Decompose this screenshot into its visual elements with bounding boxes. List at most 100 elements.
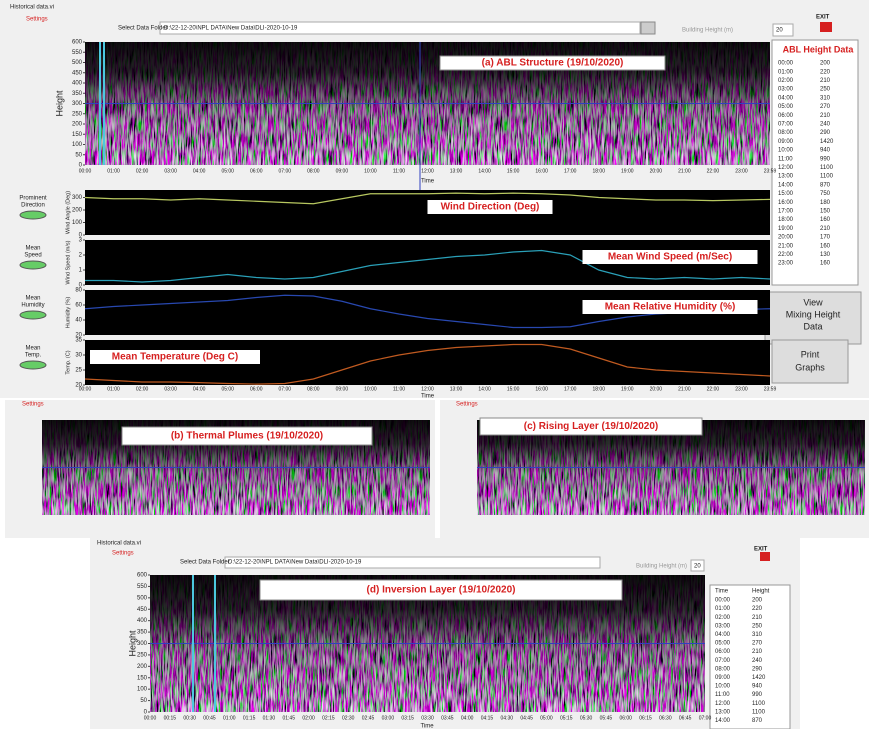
view-1[interactable]: View — [803, 297, 823, 307]
strip-ylabel: Wind Speed (m/s) — [65, 240, 71, 284]
table-height: 1420 — [752, 675, 766, 681]
table-height: 220 — [752, 606, 763, 612]
building-label: Building Height (m) — [682, 28, 733, 34]
x-tick-label: 05:30 — [580, 715, 593, 721]
x-tick-label: 00:00 — [144, 715, 157, 721]
screenshot: Historical data.vi Settings Select Data … — [0, 0, 869, 729]
y-tick-label: 80 — [75, 288, 82, 294]
y-tick-label: 500 — [137, 595, 148, 601]
toggle[interactable] — [20, 211, 46, 219]
exit[interactable]: EXIT — [816, 15, 830, 21]
y-tick-label: 300 — [72, 195, 83, 201]
x-tick-label: 18:00 — [592, 168, 605, 174]
x-tick-label: 23:00 — [735, 386, 748, 392]
x-tick-label: 02:00 — [136, 168, 149, 174]
exit-icon-d[interactable] — [760, 552, 770, 561]
table-height: 1100 — [752, 709, 766, 715]
page: Historical data.vi Settings Select Data … — [0, 0, 869, 729]
x-tick-label: 22:00 — [707, 386, 720, 392]
table-height: 270 — [820, 104, 831, 110]
table-height: 290 — [820, 130, 831, 136]
table-time: 16:00 — [778, 200, 794, 206]
x-tick-label: 12:00 — [421, 386, 434, 392]
y-tick-label: 50 — [75, 152, 82, 158]
x-tick-label: 00:15 — [164, 715, 177, 721]
print-2[interactable]: Graphs — [795, 362, 825, 372]
x-tick-label: 10:00 — [364, 168, 377, 174]
table-height: 1100 — [820, 174, 834, 180]
exit-d[interactable]: EXIT — [754, 547, 768, 553]
folder-label: Select Data Folder — [118, 26, 168, 32]
view-3[interactable]: Data — [803, 321, 822, 331]
toggle[interactable] — [20, 361, 46, 369]
x-tick-label: 09:00 — [336, 386, 349, 392]
x-tick-label: 00:45 — [203, 715, 216, 721]
x-tick-label: 20:00 — [650, 386, 663, 392]
x-tick-label: 03:45 — [441, 715, 454, 721]
toggle[interactable] — [20, 261, 46, 269]
x-tick-label: 04:15 — [481, 715, 494, 721]
strip-button-label: Temp. — [25, 353, 42, 359]
x-tick-label: 01:00 — [107, 168, 120, 174]
strip-button-label: Speed — [24, 253, 41, 259]
settings-c[interactable]: Settings — [456, 402, 478, 408]
y-tick-label: 200 — [137, 664, 148, 670]
table-height: 250 — [820, 87, 831, 93]
y-tick-label: 100 — [72, 220, 83, 226]
table-height: 750 — [820, 191, 831, 197]
table-time: 11:00 — [715, 692, 730, 698]
table-height: 210 — [820, 226, 831, 232]
print-1[interactable]: Print — [801, 349, 820, 359]
y-tick-label: 40 — [75, 318, 82, 324]
strip-button-label: Mean — [25, 296, 40, 302]
y-axis-title: Height — [54, 90, 64, 117]
table-time: 19:00 — [778, 226, 794, 232]
x-tick-label: 06:30 — [659, 715, 672, 721]
settings-d[interactable]: Settings — [112, 551, 134, 557]
table-height: 160 — [820, 243, 831, 249]
y-tick-label: 35 — [75, 338, 82, 344]
x-tick-label: 16:00 — [535, 386, 548, 392]
exit-icon[interactable] — [820, 22, 832, 32]
strip-button-label: Mean — [25, 246, 40, 252]
table-time: 11:00 — [778, 156, 793, 162]
table-height: 940 — [820, 148, 831, 154]
y-tick-label: 400 — [72, 81, 83, 87]
table-time: 10:00 — [715, 684, 731, 690]
table-time: 05:00 — [715, 641, 731, 647]
x-tick-label: 14:00 — [478, 386, 491, 392]
toggle[interactable] — [20, 311, 46, 319]
view-2[interactable]: Mixing Height — [786, 309, 841, 319]
y-tick-label: 250 — [137, 652, 148, 658]
building-label-d: Building Height (m) — [636, 564, 687, 570]
x-tick-label: 02:00 — [302, 715, 315, 721]
table-time: 07:00 — [778, 121, 794, 127]
x-tick-label: 00:00 — [79, 168, 92, 174]
x-tick-label: 13:00 — [450, 168, 463, 174]
x-tick-label: 12:00 — [421, 168, 434, 174]
y-tick-label: 30 — [75, 353, 82, 359]
table-time: 01:00 — [715, 606, 731, 612]
x-tick-label: 04:00 — [461, 715, 474, 721]
table-height: 220 — [820, 69, 831, 75]
x-tick-label: 03:00 — [164, 168, 177, 174]
y-tick-label: 450 — [137, 607, 148, 613]
table-d-time: Time — [715, 589, 729, 595]
x-tick-label: 23:59 — [764, 168, 777, 174]
x-tick-label: 03:30 — [421, 715, 434, 721]
x-tick-label: 11:00 — [393, 386, 405, 392]
y-tick-label: 500 — [72, 60, 83, 66]
table-height: 1100 — [752, 701, 766, 707]
table-height: 310 — [752, 632, 763, 638]
x-tick-label: 02:00 — [136, 386, 149, 392]
table-time: 20:00 — [778, 235, 794, 241]
x-tick-label: 23:59 — [764, 386, 777, 392]
settings-b[interactable]: Settings — [22, 402, 44, 408]
table-height: 870 — [820, 182, 831, 188]
y-tick-label: 200 — [72, 122, 83, 128]
browse-button[interactable] — [641, 22, 655, 34]
settings[interactable]: Settings — [26, 17, 48, 23]
x-tick-label: 08:00 — [307, 168, 320, 174]
table-height: 240 — [820, 121, 831, 127]
table-height: 200 — [820, 61, 831, 67]
